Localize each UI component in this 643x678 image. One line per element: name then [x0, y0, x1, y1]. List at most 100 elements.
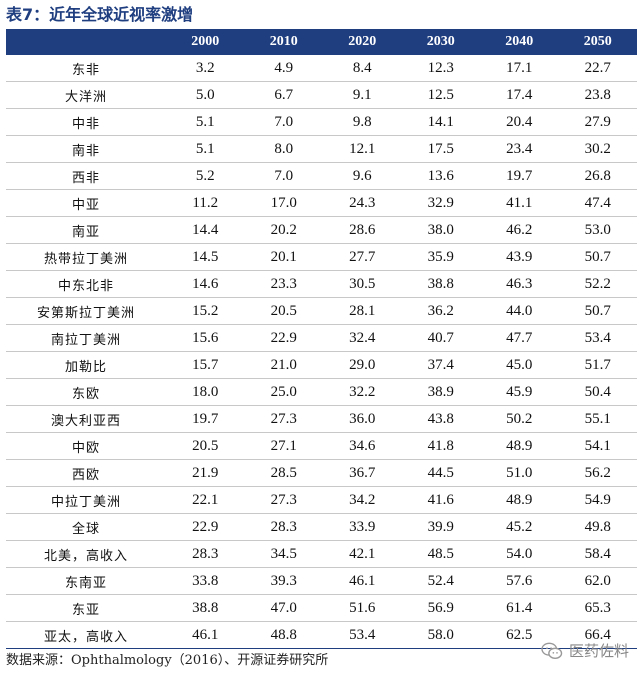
region-cell: 大洋洲 — [6, 81, 166, 109]
region-cell: 中亚 — [6, 189, 166, 217]
table-row: 加勒比 15.7 21.0 29.0 37.4 45.0 51.7 — [6, 351, 637, 379]
value-cell: 13.6 — [401, 162, 480, 190]
value-cell: 54.9 — [558, 486, 637, 514]
value-cell: 36.2 — [401, 297, 480, 325]
value-cell: 27.7 — [323, 243, 402, 271]
table-row: 中东北非 14.6 23.3 30.5 38.8 46.3 52.2 — [6, 270, 637, 298]
table-row: 东非 3.2 4.9 8.4 12.3 17.1 22.7 — [6, 55, 637, 82]
value-cell: 56.2 — [558, 459, 637, 487]
table-row: 澳大利亚西 19.7 27.3 36.0 43.8 50.2 55.1 — [6, 405, 637, 433]
table-row: 亚太，高收入 46.1 48.8 53.4 58.0 62.5 66.4 — [6, 621, 637, 649]
value-cell: 48.8 — [244, 621, 323, 649]
region-cell: 东非 — [71, 62, 100, 78]
value-cell: 51.0 — [480, 459, 559, 487]
value-cell: 17.5 — [401, 135, 480, 163]
value-cell: 54.0 — [480, 540, 559, 568]
value-cell: 28.5 — [244, 459, 323, 487]
region-cell: 澳大利亚西 — [6, 405, 166, 433]
value-cell: 50.4 — [558, 378, 637, 406]
value-cell: 47.7 — [480, 324, 559, 352]
value-cell: 20.2 — [244, 216, 323, 244]
value-cell: 45.9 — [480, 378, 559, 406]
value-cell: 21.0 — [244, 351, 323, 379]
value-cell: 48.9 — [480, 432, 559, 460]
region-cell: 中欧 — [6, 432, 166, 460]
value-cell: 12.5 — [401, 81, 480, 109]
value-cell: 28.3 — [166, 540, 245, 568]
table-row: 全球 22.9 28.3 33.9 39.9 45.2 49.8 — [6, 513, 637, 541]
value-cell: 27.3 — [244, 486, 323, 514]
watermark-label: 医药佐料 — [568, 642, 629, 660]
value-cell: 33.9 — [323, 513, 402, 541]
value-cell: 5.2 — [166, 162, 245, 190]
value-cell: 58.0 — [401, 621, 480, 649]
value-cell: 8.0 — [244, 135, 323, 163]
value-cell: 46.1 — [166, 621, 245, 649]
value-cell: 46.3 — [480, 270, 559, 298]
value-cell: 41.1 — [480, 189, 559, 217]
value-cell: 32.9 — [401, 189, 480, 217]
value-cell: 27.1 — [244, 432, 323, 460]
value-cell: 53.4 — [323, 621, 402, 649]
region-cell: 中非 — [6, 108, 166, 136]
value-cell: 7.0 — [244, 108, 323, 136]
header-cell: 2010 — [244, 29, 323, 55]
header-cell: 2050 — [558, 29, 637, 55]
value-cell: 14.5 — [166, 243, 245, 271]
table-row: 大洋洲 5.0 6.7 9.1 12.5 17.4 23.8 — [6, 81, 637, 109]
value-cell: 23.3 — [244, 270, 323, 298]
value-cell: 15.2 — [166, 297, 245, 325]
value-cell: 41.8 — [401, 432, 480, 460]
value-cell: 37.4 — [401, 351, 480, 379]
table-row: 南非 5.1 8.0 12.1 17.5 23.4 30.2 — [6, 135, 637, 163]
value-cell: 48.9 — [480, 486, 559, 514]
watermark: 医药佐料 — [541, 640, 629, 661]
value-cell: 25.0 — [244, 378, 323, 406]
value-cell: 20.4 — [480, 108, 559, 136]
table-row: 西非 5.2 7.0 9.6 13.6 19.7 26.8 — [6, 162, 637, 190]
value-cell: 55.1 — [558, 405, 637, 433]
value-cell: 20.5 — [166, 432, 245, 460]
region-cell: 中拉丁美洲 — [6, 486, 166, 514]
value-cell: 29.0 — [323, 351, 402, 379]
value-cell: 22.1 — [166, 486, 245, 514]
value-cell: 12.3 — [427, 59, 454, 76]
value-cell: 24.3 — [323, 189, 402, 217]
region-cell: 北美，高收入 — [6, 540, 166, 568]
table-row: 北美，高收入 28.3 34.5 42.1 48.5 54.0 58.4 — [6, 540, 637, 568]
value-cell: 45.2 — [480, 513, 559, 541]
value-cell: 27.3 — [244, 405, 323, 433]
wechat-icon — [541, 642, 563, 659]
value-cell: 47.4 — [558, 189, 637, 217]
value-cell: 14.1 — [401, 108, 480, 136]
value-cell: 35.9 — [401, 243, 480, 271]
value-cell: 17.0 — [244, 189, 323, 217]
value-cell: 54.1 — [558, 432, 637, 460]
value-cell: 28.6 — [323, 216, 402, 244]
value-cell: 50.7 — [558, 297, 637, 325]
region-cell: 热带拉丁美洲 — [6, 243, 166, 271]
value-cell: 7.0 — [244, 162, 323, 190]
value-cell: 22.9 — [166, 513, 245, 541]
value-cell: 47.0 — [244, 594, 323, 622]
table-row: 中欧 20.5 27.1 34.6 41.8 48.9 54.1 — [6, 432, 637, 460]
table-header-row: 2000 2010 2020 2030 2040 2050 — [6, 29, 637, 55]
table-row: 安第斯拉丁美洲 15.2 20.5 28.1 36.2 44.0 50.7 — [6, 297, 637, 325]
value-cell: 53.0 — [558, 216, 637, 244]
value-cell: 52.2 — [558, 270, 637, 298]
value-cell: 34.2 — [323, 486, 402, 514]
header-cell — [6, 29, 166, 55]
value-cell: 11.2 — [166, 189, 245, 217]
table-row: 热带拉丁美洲 14.5 20.1 27.7 35.9 43.9 50.7 — [6, 243, 637, 271]
value-cell: 8.4 — [352, 59, 372, 76]
value-cell: 34.5 — [244, 540, 323, 568]
value-cell: 3.2 — [195, 59, 215, 76]
value-cell: 19.7 — [166, 405, 245, 433]
region-cell: 加勒比 — [6, 351, 166, 379]
value-cell: 44.5 — [401, 459, 480, 487]
value-cell: 58.4 — [558, 540, 637, 568]
value-cell: 66.4 — [558, 621, 637, 649]
value-cell: 20.5 — [244, 297, 323, 325]
table-row: 东欧 18.0 25.0 32.2 38.9 45.9 50.4 — [6, 378, 637, 406]
value-cell: 38.8 — [401, 270, 480, 298]
